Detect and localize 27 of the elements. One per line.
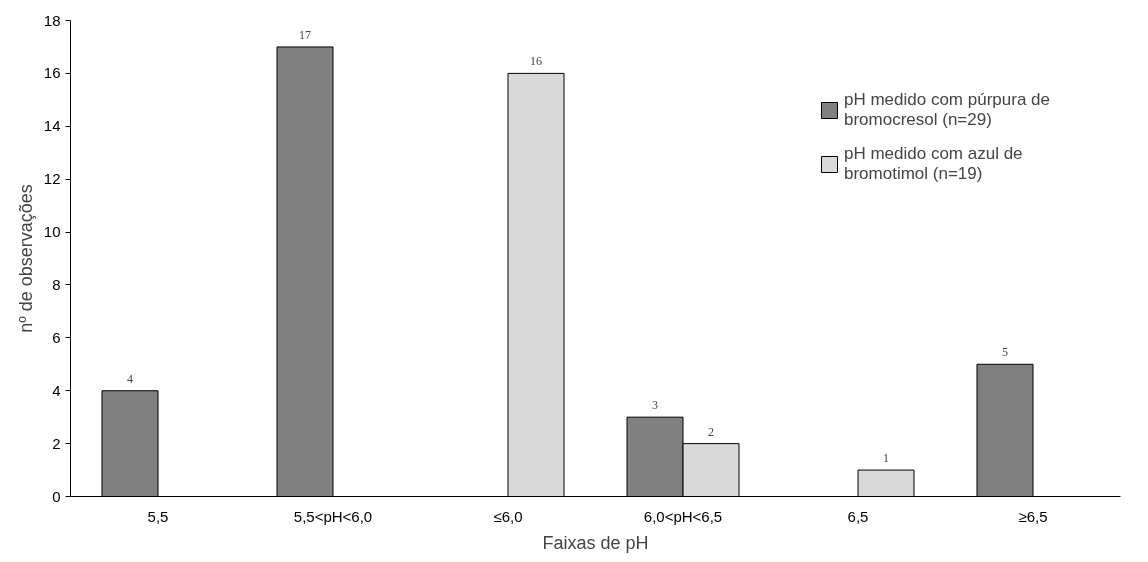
y-tick-label: 0 xyxy=(52,487,61,505)
data-label: 4 xyxy=(127,371,133,386)
x-tick-label: ≥6,5 xyxy=(1018,507,1048,525)
y-tick-label: 4 xyxy=(52,381,61,399)
y-axis-title: nº de observações xyxy=(15,184,36,333)
y-tick-label: 12 xyxy=(43,170,61,188)
legend-label: pH medido com azul de bromotimol (n=19) xyxy=(843,144,1023,184)
data-label: 5 xyxy=(1002,345,1008,360)
x-tick-label: 6,5 xyxy=(847,507,869,525)
y-tick-label: 6 xyxy=(52,328,61,346)
y-tick-label: 10 xyxy=(43,223,61,241)
data-label: 16 xyxy=(530,54,542,69)
x-tick-label: 5,5 xyxy=(147,507,169,525)
x-tick-label: 6,0<pH<6,5 xyxy=(643,507,723,525)
legend-label: pH medido com púrpura de bromocresol (n=29) xyxy=(843,90,1050,130)
x-tick-label: ≤6,0 xyxy=(493,507,523,525)
y-tick-label: 14 xyxy=(43,117,61,135)
data-label: 17 xyxy=(299,27,311,42)
y-tick-label: 8 xyxy=(52,275,61,293)
x-axis-title: Faixas de pH xyxy=(542,532,649,553)
data-label: 2 xyxy=(708,424,714,439)
data-label: 3 xyxy=(652,398,658,413)
data-label: 1 xyxy=(883,451,889,466)
x-tick-label: 5,5<pH<6,0 xyxy=(293,507,373,525)
y-tick-label: 2 xyxy=(52,434,61,452)
y-tick-label: 16 xyxy=(43,64,61,82)
y-tick-label: 18 xyxy=(43,11,61,29)
